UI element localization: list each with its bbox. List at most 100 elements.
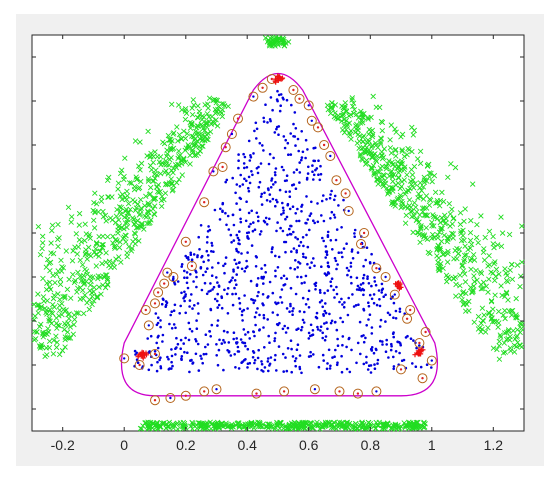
support-vector-circle	[426, 355, 437, 366]
inside-point	[174, 326, 177, 330]
outside-point	[423, 225, 430, 231]
outside-point	[498, 214, 504, 220]
outside-point	[69, 258, 76, 264]
outside-point	[377, 141, 384, 147]
inside-point	[312, 219, 315, 222]
outside-point	[463, 290, 469, 297]
support-vector-center	[270, 77, 273, 81]
support-vector-circle	[143, 320, 154, 331]
inside-point	[189, 359, 193, 362]
outside-point	[478, 270, 485, 277]
inside-point	[340, 297, 343, 301]
outside-point	[75, 310, 82, 316]
inside-point	[157, 334, 160, 338]
inside-point	[373, 363, 376, 366]
inside-point	[244, 344, 247, 348]
outside-point	[372, 169, 378, 176]
inside-point	[202, 260, 205, 264]
vertex-point	[143, 350, 149, 356]
inside-point	[268, 118, 272, 121]
support-vector-center	[329, 154, 332, 158]
support-vector-circle	[150, 349, 160, 359]
inside-point	[367, 301, 370, 305]
outside-point	[277, 420, 283, 427]
inside-point	[354, 304, 358, 307]
outside-point	[115, 180, 122, 186]
outside-point	[441, 232, 447, 239]
support-vector-circle	[226, 129, 237, 139]
support-vector-circle	[279, 386, 290, 397]
inside-point	[364, 258, 368, 262]
outside-point	[175, 155, 181, 162]
inside-point	[296, 207, 299, 211]
inside-point	[207, 259, 210, 262]
inside-point	[357, 303, 360, 307]
inside-point	[300, 158, 303, 162]
inside-point	[289, 266, 292, 270]
inside-point	[240, 310, 244, 313]
inside-point	[167, 368, 171, 371]
inside-point	[372, 301, 376, 305]
outside-point	[424, 163, 431, 169]
outside-point	[365, 116, 371, 122]
outside-point	[178, 157, 185, 164]
inside-point	[377, 289, 381, 292]
outside-point	[98, 198, 105, 204]
outside-point	[452, 274, 459, 280]
inside-point	[196, 254, 199, 257]
inside-point	[195, 319, 198, 322]
outside-point	[437, 219, 444, 226]
support-vector-circle	[217, 162, 228, 172]
inside-point	[179, 338, 183, 342]
inside-point	[206, 235, 209, 239]
inside-point	[267, 369, 270, 373]
outside-point	[96, 284, 102, 290]
inside-point	[204, 270, 207, 274]
outside-point	[389, 168, 395, 174]
inside-point	[295, 168, 299, 171]
inside-point	[359, 352, 362, 356]
inside-point	[199, 224, 203, 227]
support-vector-center	[282, 390, 286, 393]
outside-point	[421, 232, 428, 238]
outside-point	[452, 247, 458, 254]
inside-point	[160, 302, 164, 306]
outside-point	[54, 325, 60, 331]
outside-point	[161, 196, 167, 203]
outside-point	[105, 194, 111, 200]
inside-point	[175, 336, 178, 340]
inside-point	[261, 293, 265, 296]
inside-point	[188, 305, 191, 308]
outside-point	[54, 339, 60, 346]
outside-point	[396, 424, 402, 431]
outside-point	[176, 131, 183, 138]
outside-point	[388, 150, 395, 156]
inside-point	[243, 155, 247, 159]
outside-point	[485, 324, 491, 331]
inside-point	[292, 122, 295, 126]
inside-point	[232, 337, 235, 341]
outside-point	[349, 422, 355, 428]
inside-point	[373, 280, 377, 283]
outside-point	[37, 345, 44, 351]
outside-point	[480, 285, 486, 292]
vertex-point	[273, 79, 279, 85]
inside-point	[206, 230, 210, 233]
inside-point	[314, 284, 318, 288]
inside-point	[169, 313, 172, 317]
inside-point	[293, 267, 297, 271]
inside-point	[364, 336, 367, 340]
outside-point	[50, 295, 57, 302]
inside-point	[329, 193, 332, 196]
outside-point	[133, 205, 140, 211]
inside-point	[211, 288, 214, 291]
inside-point	[226, 214, 230, 218]
outside-point	[399, 148, 405, 155]
inside-point	[200, 288, 204, 292]
outside-point	[514, 262, 521, 268]
inside-point	[274, 204, 277, 208]
inside-point	[277, 133, 280, 136]
outside-point	[517, 320, 523, 326]
inside-point	[289, 132, 293, 135]
outside-point	[97, 248, 103, 255]
